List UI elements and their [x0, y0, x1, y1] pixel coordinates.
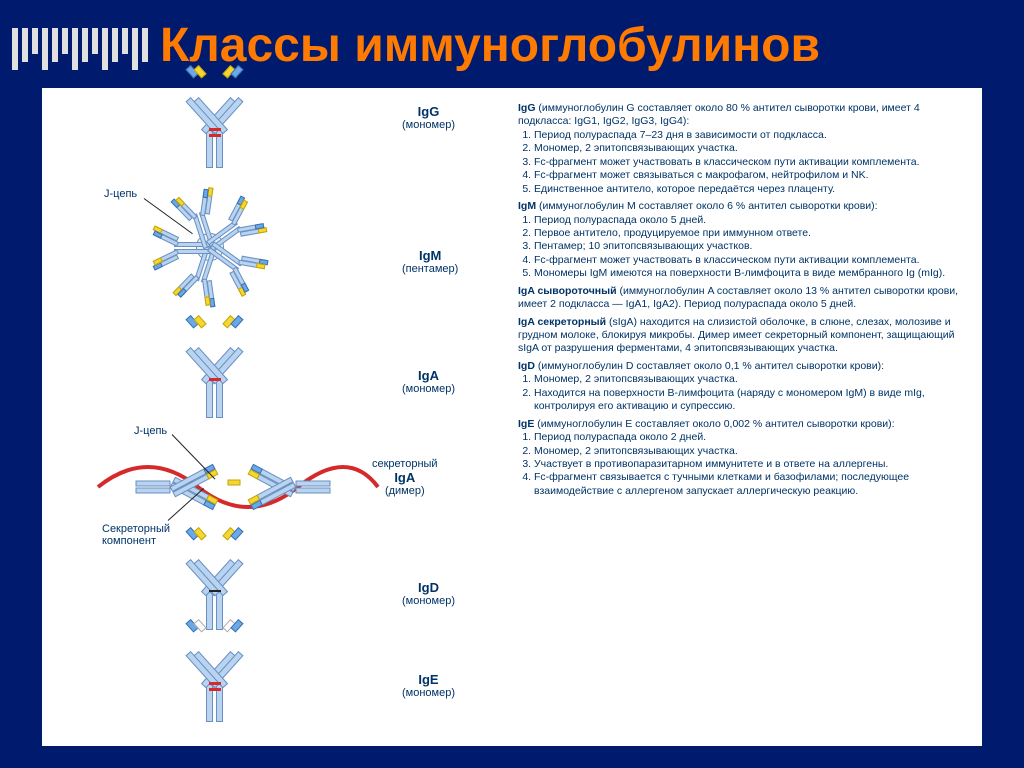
list-item: Период полураспада около 5 дней.: [534, 214, 970, 227]
siga-label: секреторный IgA (димер): [372, 458, 438, 497]
ige-list: Период полураспада около 2 дней.Мономер,…: [534, 431, 970, 498]
slide-title: Классы иммуноглобулинов: [160, 18, 820, 73]
igm-label: IgM (пентамер): [402, 248, 458, 275]
iga-diagram: [160, 342, 270, 418]
list-item: Fc-фрагмент может участвовать в классиче…: [534, 254, 970, 267]
ige-heading: IgE (иммуноглобулин E составляет около 0…: [518, 418, 970, 431]
ige-diagram: [160, 646, 270, 722]
igg-diagram: [160, 92, 270, 168]
diagram-column: IgG (мономер): [42, 88, 512, 746]
list-item: Пентамер; 10 эпитопсвязывающих участков.: [534, 240, 970, 253]
list-item: Первое антитело, продуцируемое при иммун…: [534, 227, 970, 240]
ige-label: IgE (мономер): [402, 672, 455, 699]
igm-list: Период полураспада около 5 дней.Первое а…: [534, 214, 970, 281]
igg-heading: IgG (иммуноглобулин G составляет около 8…: [518, 102, 970, 129]
igm-diagram: [110, 162, 310, 332]
list-item: Находится на поверхности B-лимфоцита (на…: [534, 387, 970, 414]
igg-label: IgG (мономер): [402, 104, 455, 131]
list-item: Мономер, 2 эпитопсвязывающих участка.: [534, 445, 970, 458]
igg-list: Период полураспада 7–23 дня в зависимост…: [534, 129, 970, 196]
list-item: Участвует в противопаразитарном иммуните…: [534, 458, 970, 471]
igd-diagram: [160, 554, 270, 630]
j-chain-label-dimer: J-цепь: [134, 425, 167, 437]
decor-bars: [12, 28, 148, 70]
iga-label: IgA (мономер): [402, 368, 455, 395]
list-item: Fc-фрагмент может участвовать в классиче…: [534, 156, 970, 169]
list-item: Мономер, 2 эпитопсвязывающих участка.: [534, 142, 970, 155]
list-item: Мономер, 2 эпитопсвязывающих участка.: [534, 373, 970, 386]
list-item: Период полураспада около 2 дней.: [534, 431, 970, 444]
igd-label: IgD (мономер): [402, 580, 455, 607]
igm-heading: IgM (иммуноглобулин M составляет около 6…: [518, 200, 970, 213]
j-chain-label-top: J-цепь: [104, 188, 137, 200]
igd-list: Мономер, 2 эпитопсвязывающих участка.Нах…: [534, 373, 970, 413]
iga-paragraph: IgA сывороточный (иммуноглобулин A соста…: [518, 285, 970, 312]
list-item: Fc-фрагмент связывается с тучными клетка…: [534, 471, 970, 498]
igd-heading: IgD (иммуноглобулин D составляет около 0…: [518, 360, 970, 373]
list-item: Мономеры IgM имеются на поверхности B-ли…: [534, 267, 970, 280]
list-item: Период полураспада 7–23 дня в зависимост…: [534, 129, 970, 142]
siga-diagram: [88, 432, 388, 522]
content-panel: IgG (мономер): [42, 88, 982, 746]
list-item: Fc-фрагмент может связываться с макрофаг…: [534, 169, 970, 182]
siga-paragraph: IgA секреторный (sIgA) находится на слиз…: [518, 316, 970, 356]
text-column: IgG (иммуноглобулин G составляет около 8…: [512, 88, 982, 746]
list-item: Единственное антитело, которое передаётс…: [534, 183, 970, 196]
